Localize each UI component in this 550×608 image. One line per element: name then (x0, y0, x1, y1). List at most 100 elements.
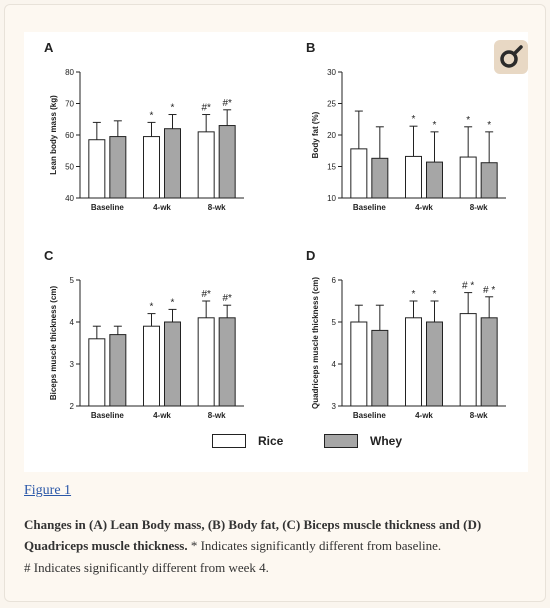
x-category-label: 8-wk (208, 411, 226, 420)
bar-whey (218, 317, 236, 407)
panel-letter: D (306, 248, 315, 263)
bar-whey (480, 162, 498, 199)
x-category-label: 8-wk (470, 411, 488, 420)
panel-letter: C (44, 248, 54, 263)
caption-title: Changes in (A) Lean Body mass, (B) Body … (24, 517, 482, 554)
bar-rice (459, 156, 477, 199)
bar-whey (109, 136, 127, 199)
y-tick-label: 15 (327, 163, 336, 172)
y-tick-label: 4 (332, 360, 337, 369)
panel-a: A 40 50 60 70 80 Lean body mass (kg) Baseline 4-… (24, 38, 264, 228)
bar-rice (405, 155, 422, 199)
y-tick-label: 4 (70, 318, 75, 327)
legend-rice-label: Rice (258, 434, 284, 448)
significance-mark: * (412, 114, 416, 125)
panel-letter: A (44, 40, 54, 55)
figure-caption: Changes in (A) Lean Body mass, (B) Body … (24, 514, 529, 578)
x-category-label: 4-wk (415, 203, 433, 212)
significance-mark: * (412, 289, 416, 300)
bar-rice (405, 317, 422, 407)
y-tick-label: 70 (65, 100, 74, 109)
caption-note-week4: # Indicates significantly different from… (24, 559, 269, 575)
significance-mark: #* (222, 98, 232, 109)
significance-mark: * (150, 110, 154, 121)
y-tick-label: 40 (65, 194, 74, 203)
significance-mark: # * (462, 281, 474, 292)
panel-letter: B (306, 40, 315, 55)
y-tick-label: 2 (70, 402, 75, 411)
y-tick-label: 3 (332, 402, 337, 411)
panel-d: D 3 4 5 6 Quadriceps muscle thickness (cm) Bas… (286, 246, 526, 436)
bar-whey (164, 128, 181, 199)
significance-mark: * (171, 103, 175, 114)
x-category-label: Baseline (91, 203, 124, 212)
bar-rice (88, 139, 106, 199)
x-category-label: 4-wk (153, 203, 171, 212)
bar-whey (371, 157, 389, 199)
bar-whey (371, 329, 389, 407)
bar-whey (164, 321, 181, 407)
y-tick-label: 25 (327, 100, 336, 109)
y-tick-label: 80 (65, 68, 74, 77)
y-tick-label: 50 (65, 163, 74, 172)
legend-whey-swatch (324, 434, 358, 448)
y-tick-label: 10 (327, 194, 336, 203)
bar-whey (426, 161, 443, 199)
x-category-label: 8-wk (208, 203, 226, 212)
significance-mark: * (150, 302, 154, 313)
bar-whey (480, 317, 498, 407)
bar-whey (218, 125, 236, 199)
y-tick-label: 6 (332, 276, 337, 285)
legend: Rice Whey (212, 434, 452, 454)
bar-whey (109, 334, 127, 407)
y-axis-title: Body fat (%) (311, 111, 320, 158)
x-category-label: 4-wk (153, 411, 171, 420)
significance-mark: * (487, 120, 491, 131)
chart-svg-c: C 2 3 4 5 Biceps muscle thickness (cm) Baselin… (44, 248, 244, 420)
y-tick-label: 30 (327, 68, 336, 77)
x-category-label: 4-wk (415, 411, 433, 420)
y-tick-label: 3 (70, 360, 75, 369)
y-tick-label: 5 (332, 318, 337, 327)
significance-mark: #* (201, 103, 211, 114)
bar-rice (88, 338, 106, 407)
y-tick-label: 60 (65, 131, 74, 140)
magnify-share-icon[interactable] (494, 40, 528, 74)
bar-rice (459, 313, 477, 407)
bar-rice (350, 148, 368, 199)
chart-svg-d: D 3 4 5 6 Quadriceps muscle thickness (cm) Bas… (306, 248, 506, 420)
legend-whey-label: Whey (370, 434, 403, 448)
bar-rice (350, 321, 368, 407)
significance-mark: # * (483, 285, 495, 296)
x-category-label: 8-wk (470, 203, 488, 212)
bar-rice (197, 131, 215, 199)
bar-rice (143, 325, 160, 407)
y-tick-label: 20 (327, 131, 336, 140)
legend-whey: Whey (324, 434, 402, 448)
figure-link[interactable]: Figure 1 (24, 483, 72, 498)
legend-rice: Rice (212, 434, 283, 448)
chart-svg-b: B 10 15 20 25 30 Body fat (%) Baseline 4-wk * * 8-w… (306, 40, 506, 212)
bar-whey (426, 321, 443, 407)
significance-mark: * (433, 289, 437, 300)
x-category-label: Baseline (353, 203, 386, 212)
x-category-label: Baseline (91, 411, 124, 420)
significance-mark: #* (201, 289, 211, 300)
bar-rice (143, 136, 160, 199)
significance-mark: * (466, 115, 470, 126)
figure-image: A 40 50 60 70 80 Lean body mass (kg) Baseline 4-… (24, 32, 528, 472)
y-axis-title: Quadriceps muscle thickness (cm) (311, 277, 320, 409)
y-axis-title: Lean body mass (kg) (49, 95, 58, 175)
bar-rice (197, 317, 215, 407)
panel-c: C 2 3 4 5 Biceps muscle thickness (cm) Baselin… (24, 246, 264, 436)
significance-mark: * (171, 297, 175, 308)
x-category-label: Baseline (353, 411, 386, 420)
significance-mark: * (433, 120, 437, 131)
panel-b: B 10 15 20 25 30 Body fat (%) Baseline 4-wk * * 8-w… (286, 38, 526, 228)
y-tick-label: 5 (70, 276, 75, 285)
caption-note-baseline: * Indicates significantly different from… (187, 538, 442, 554)
legend-rice-swatch (212, 434, 246, 448)
chart-svg-a: A 40 50 60 70 80 Lean body mass (kg) Baseline 4-… (44, 40, 244, 212)
significance-mark: #* (222, 293, 232, 304)
y-axis-title: Biceps muscle thickness (cm) (49, 286, 58, 401)
